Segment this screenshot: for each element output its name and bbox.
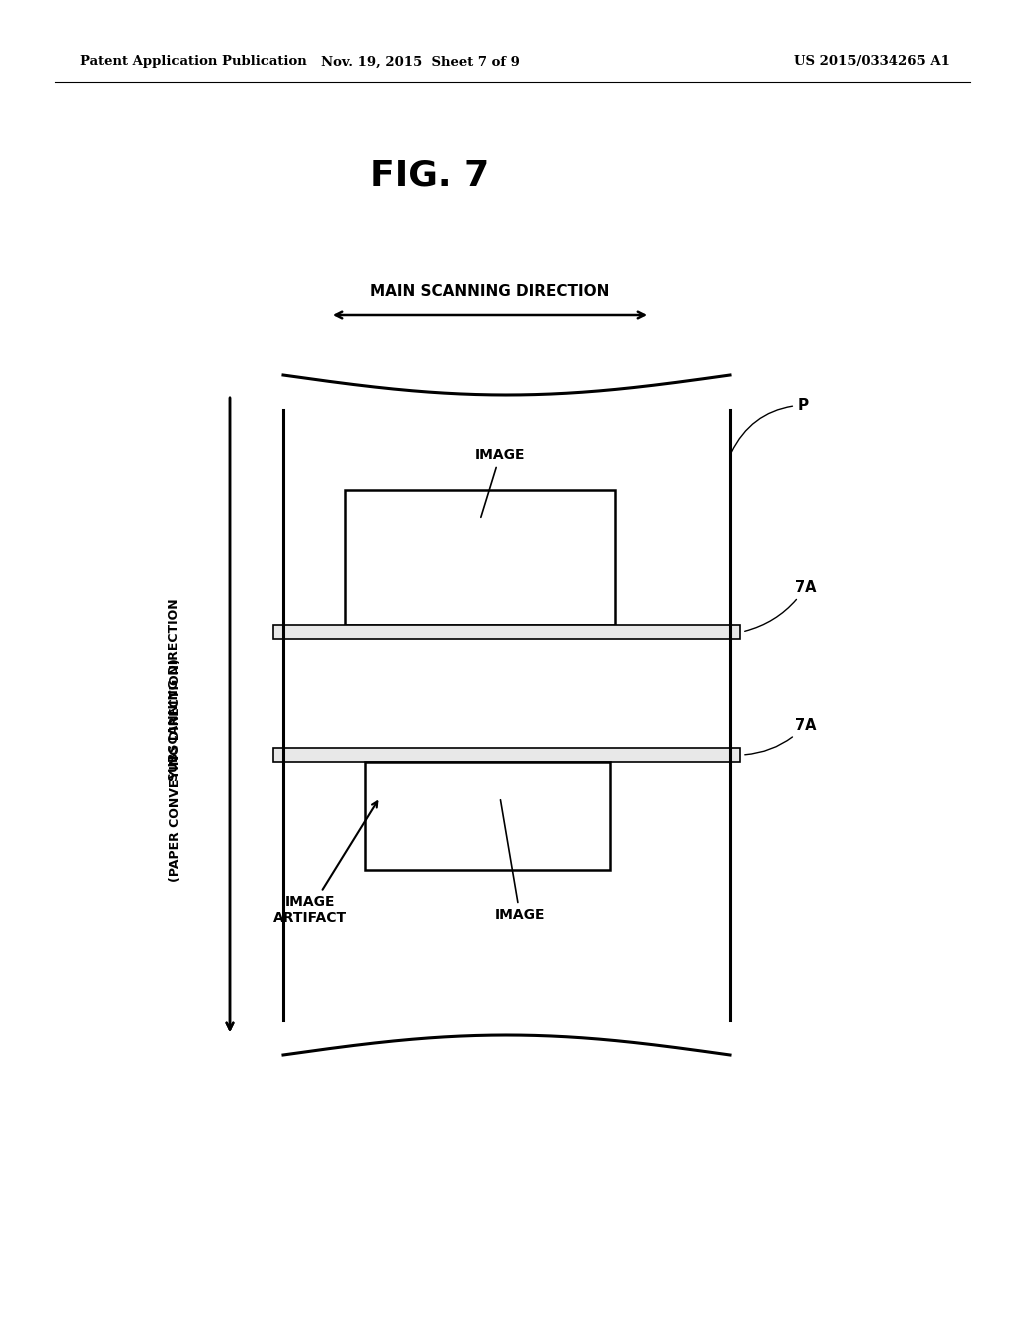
Text: MAIN SCANNING DIRECTION: MAIN SCANNING DIRECTION [371, 285, 609, 300]
Text: SUBSCANNING DIRECTION: SUBSCANNING DIRECTION [169, 599, 181, 781]
Bar [365, 762, 610, 870]
Text: US 2015/0334265 A1: US 2015/0334265 A1 [795, 55, 950, 69]
Text: IMAGE
ARTIFACT: IMAGE ARTIFACT [273, 801, 377, 925]
Bar [273, 748, 740, 762]
Text: IMAGE: IMAGE [475, 447, 525, 517]
Text: Patent Application Publication: Patent Application Publication [80, 55, 307, 69]
Bar [345, 490, 615, 624]
Text: 7A: 7A [744, 718, 816, 755]
Text: IMAGE: IMAGE [495, 800, 545, 921]
Text: Nov. 19, 2015  Sheet 7 of 9: Nov. 19, 2015 Sheet 7 of 9 [321, 55, 519, 69]
Text: 7A: 7A [744, 579, 816, 631]
Text: FIG. 7: FIG. 7 [371, 158, 489, 191]
Bar [273, 624, 740, 639]
Text: P: P [731, 397, 809, 453]
Text: (PAPER CONVEYING DIRECTION): (PAPER CONVEYING DIRECTION) [169, 659, 181, 882]
